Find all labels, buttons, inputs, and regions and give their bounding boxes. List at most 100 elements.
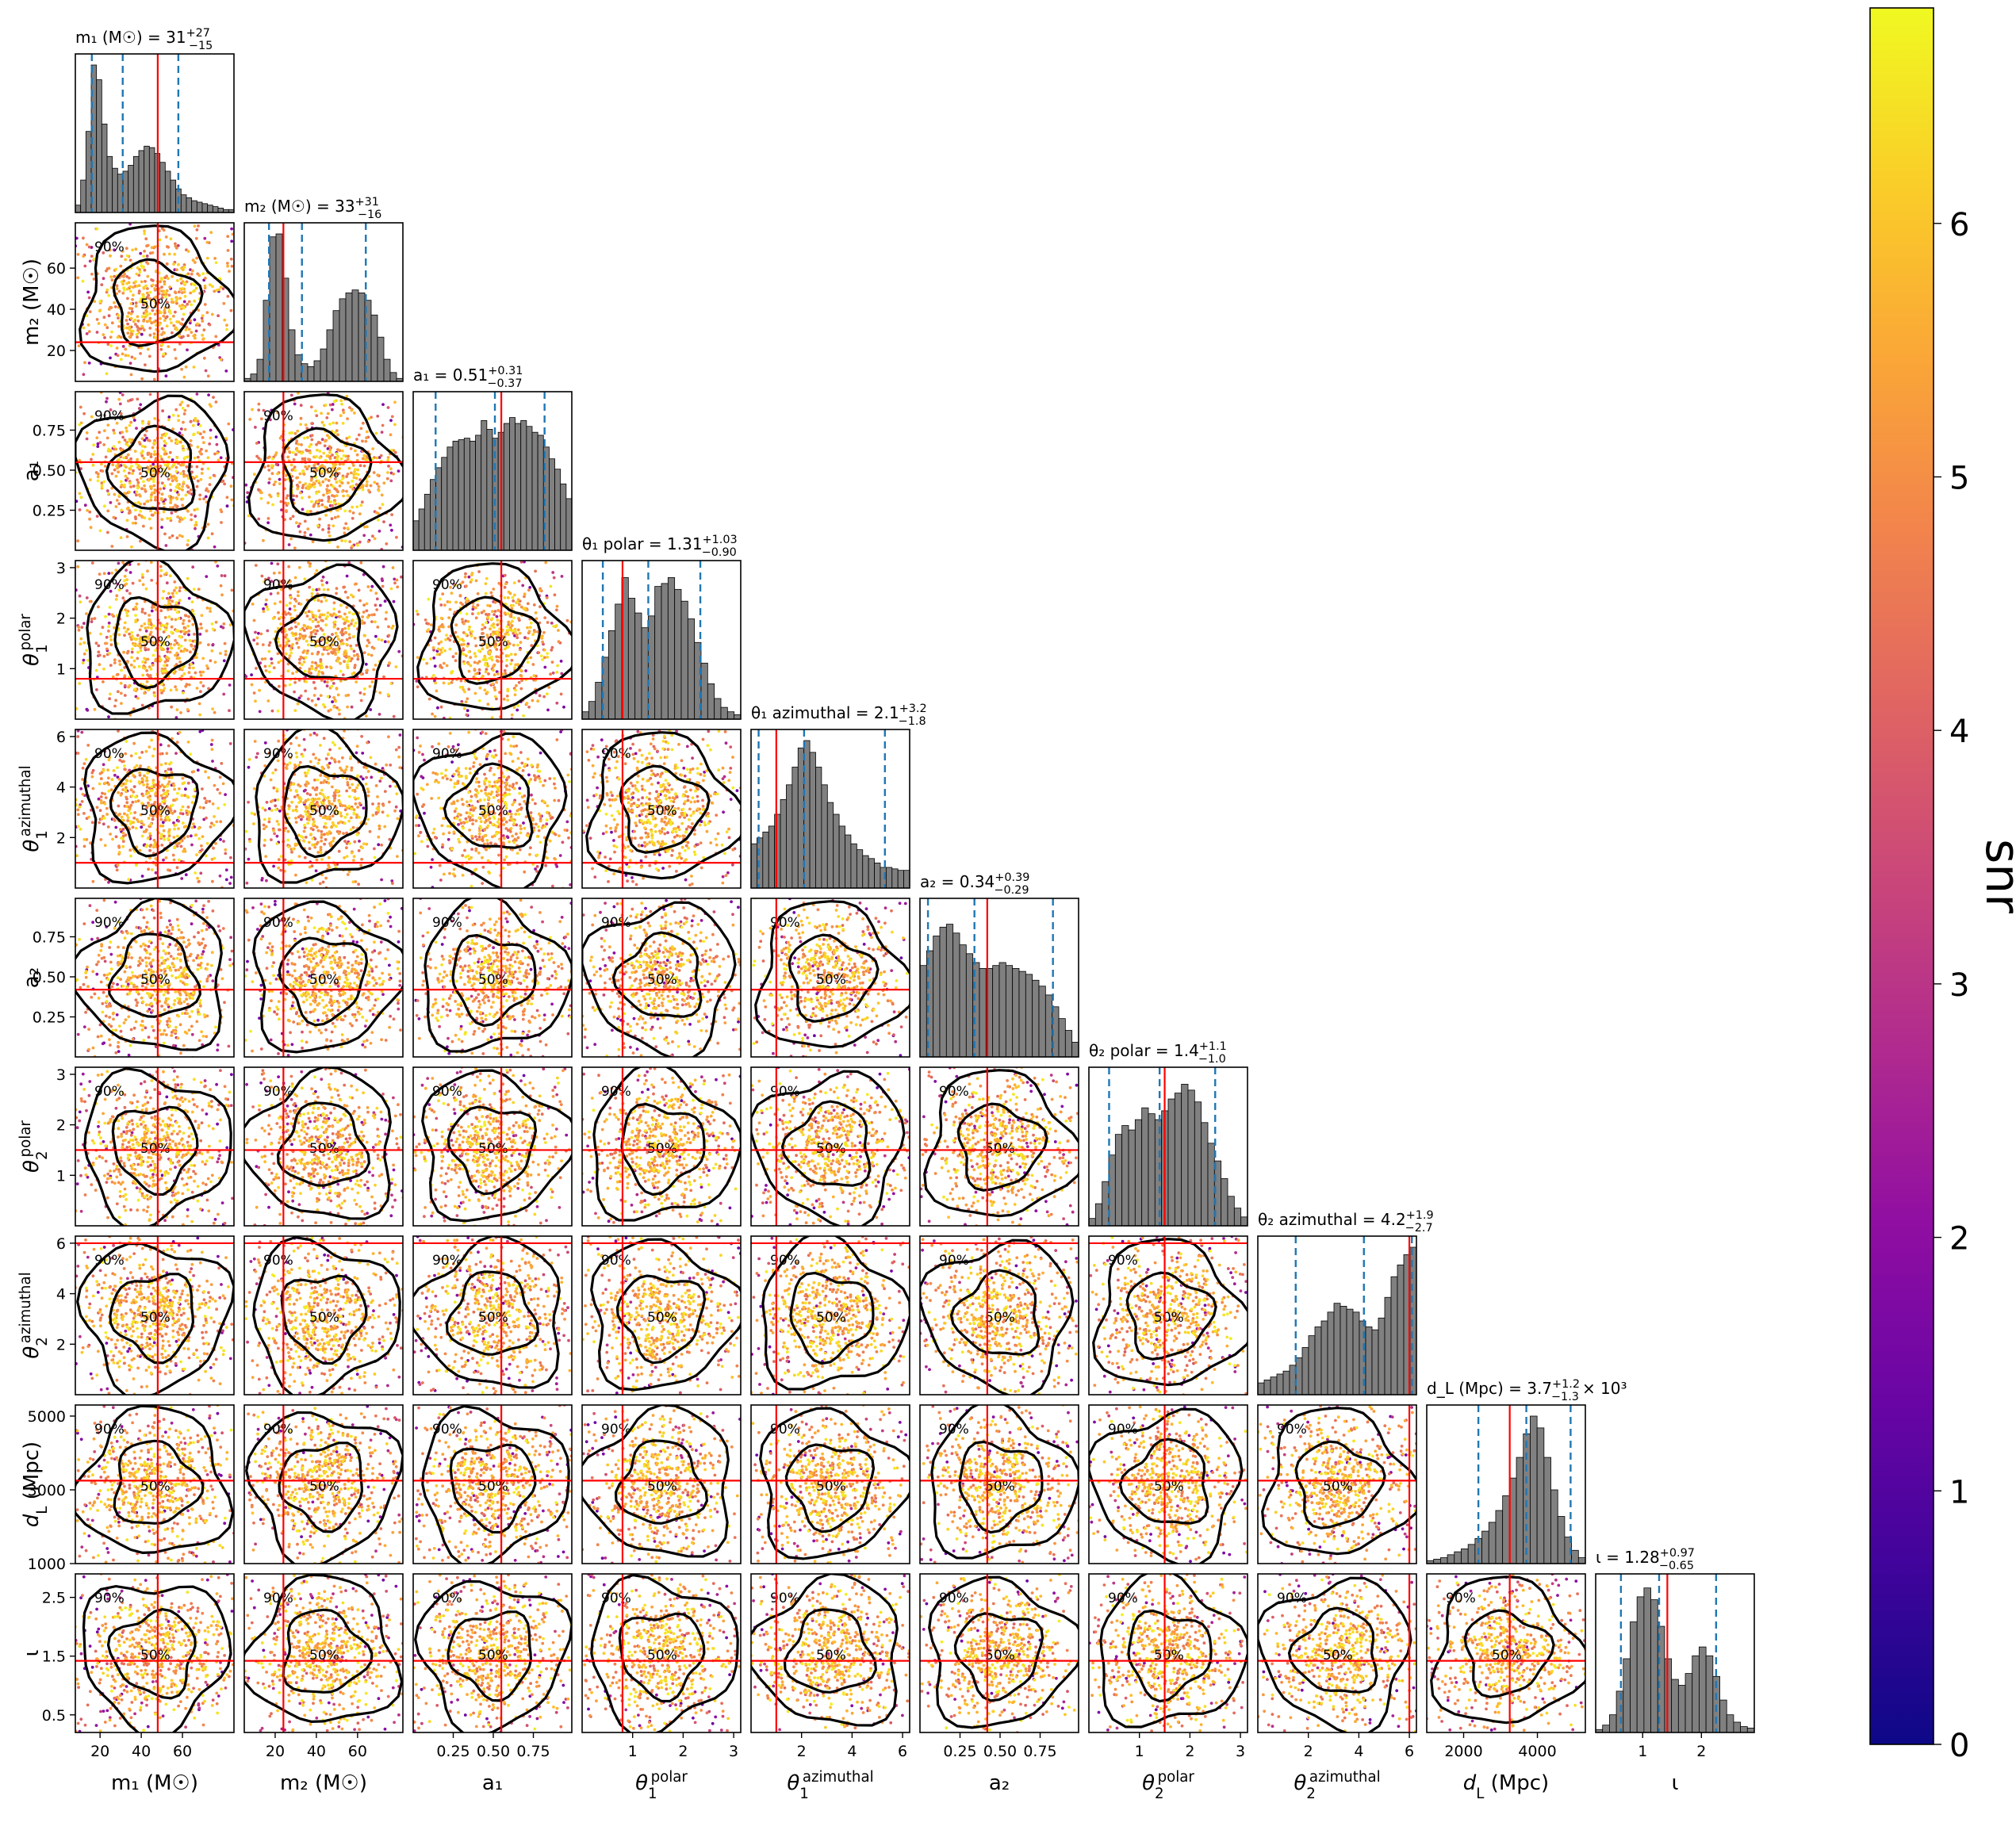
- sample-point: [201, 787, 204, 791]
- sample-point: [303, 437, 306, 440]
- sample-point: [128, 440, 131, 443]
- sample-point: [566, 619, 569, 622]
- sample-point: [297, 591, 300, 594]
- sample-point: [173, 788, 176, 791]
- sample-point: [379, 604, 382, 607]
- sample-point: [318, 670, 321, 673]
- sample-point: [300, 695, 303, 698]
- sample-point: [326, 454, 329, 458]
- sample-point: [462, 643, 466, 646]
- sample-point: [355, 438, 358, 441]
- sample-point: [469, 656, 472, 659]
- sample-point: [182, 622, 185, 626]
- hist-bar: [424, 494, 430, 550]
- sample-point: [523, 607, 527, 610]
- sample-point: [169, 451, 172, 454]
- hist-bar: [144, 146, 150, 212]
- sample-point: [346, 706, 349, 709]
- sample-point: [466, 709, 470, 712]
- sample-point: [295, 599, 298, 603]
- sample-point: [170, 499, 173, 502]
- sample-point: [199, 452, 202, 455]
- sample-point: [154, 496, 157, 499]
- sample-point: [176, 708, 179, 711]
- sample-point: [359, 503, 362, 507]
- sample-point: [381, 494, 384, 497]
- sample-point: [278, 858, 281, 861]
- sample-point: [197, 837, 201, 840]
- sample-point: [388, 662, 391, 665]
- sample-point: [169, 318, 172, 321]
- sample-point: [103, 429, 106, 432]
- sample-point: [159, 835, 163, 838]
- sample-point: [289, 538, 293, 541]
- sample-point: [344, 649, 347, 653]
- sample-point: [320, 830, 323, 833]
- sample-point: [309, 510, 312, 513]
- sample-point: [381, 503, 385, 506]
- sample-point: [132, 293, 135, 297]
- sample-point: [265, 599, 268, 602]
- sample-point: [390, 682, 393, 685]
- sample-point: [374, 537, 377, 540]
- sample-point: [159, 743, 163, 746]
- sample-point: [309, 451, 312, 454]
- sample-point: [98, 322, 101, 325]
- sample-point: [173, 828, 176, 831]
- sample-point: [95, 688, 98, 691]
- sample-point: [382, 676, 385, 679]
- sample-point: [111, 613, 114, 616]
- sample-point: [162, 590, 165, 593]
- sample-point: [90, 415, 94, 419]
- sample-point: [371, 534, 374, 538]
- sample-point: [132, 285, 135, 289]
- hist-bar: [727, 712, 734, 719]
- sample-point: [117, 502, 121, 505]
- sample-point: [201, 848, 204, 852]
- sample-point: [204, 285, 207, 288]
- sample-point: [448, 601, 451, 604]
- sample-point: [327, 695, 330, 699]
- hist-bar: [192, 201, 197, 212]
- sample-point: [163, 687, 167, 690]
- sample-point: [329, 500, 332, 503]
- sample-point: [322, 703, 325, 706]
- sample-point: [527, 602, 530, 605]
- sample-point: [98, 654, 102, 657]
- sample-point: [209, 429, 213, 432]
- sample-point: [326, 484, 329, 488]
- sample-point: [335, 494, 339, 497]
- sample-point: [105, 289, 109, 292]
- sample-point: [136, 657, 139, 660]
- sample-point: [172, 836, 175, 839]
- sample-point: [126, 819, 129, 822]
- sample-point: [219, 838, 222, 841]
- sample-point: [171, 776, 174, 779]
- sample-point: [324, 546, 328, 549]
- sample-point: [90, 771, 94, 775]
- sample-point: [166, 262, 169, 266]
- sample-point: [80, 496, 83, 500]
- y-tick-label: 40: [47, 301, 66, 319]
- sample-point: [149, 291, 152, 294]
- sample-point: [137, 481, 140, 484]
- sample-point: [161, 624, 164, 627]
- sample-point: [171, 592, 174, 595]
- sample-point: [90, 255, 94, 258]
- sample-point: [181, 287, 184, 290]
- sample-point: [190, 844, 194, 847]
- sample-point: [139, 764, 142, 768]
- sample-point: [286, 456, 289, 459]
- sample-point: [103, 572, 106, 575]
- sample-point: [191, 826, 194, 829]
- sample-point: [136, 634, 140, 637]
- sample-point: [474, 692, 477, 695]
- sample-point: [507, 612, 510, 615]
- sample-point: [210, 649, 213, 653]
- sample-point: [215, 435, 218, 438]
- sample-point: [271, 503, 274, 507]
- sample-point: [324, 440, 327, 443]
- sample-point: [143, 830, 146, 833]
- sample-point: [528, 586, 531, 589]
- sample-point: [90, 458, 93, 461]
